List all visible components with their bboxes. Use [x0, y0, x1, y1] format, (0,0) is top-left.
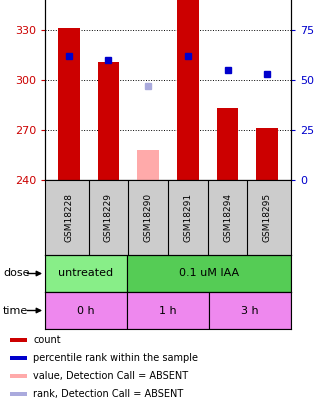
Text: time: time — [3, 305, 29, 315]
Text: GSM18294: GSM18294 — [223, 193, 232, 242]
Bar — [256, 128, 278, 180]
Text: 3 h: 3 h — [241, 305, 259, 315]
Text: GSM18229: GSM18229 — [104, 193, 113, 242]
Text: rank, Detection Call = ABSENT: rank, Detection Call = ABSENT — [33, 389, 183, 399]
Text: GSM18291: GSM18291 — [183, 193, 192, 242]
Text: value, Detection Call = ABSENT: value, Detection Call = ABSENT — [33, 371, 188, 381]
Bar — [127, 255, 291, 292]
Text: untreated: untreated — [58, 269, 114, 279]
Bar — [177, 0, 199, 180]
Text: GSM18295: GSM18295 — [263, 193, 272, 242]
Text: 0.1 uM IAA: 0.1 uM IAA — [179, 269, 239, 279]
Bar — [45, 255, 127, 292]
Bar — [217, 108, 239, 180]
Bar — [209, 292, 291, 329]
Text: GSM18290: GSM18290 — [144, 193, 153, 242]
Bar — [10, 356, 27, 360]
Bar — [10, 374, 27, 378]
Bar — [45, 292, 127, 329]
Text: count: count — [33, 335, 61, 345]
Bar — [137, 150, 159, 180]
Bar — [58, 28, 80, 180]
Bar — [98, 62, 119, 180]
Bar — [127, 292, 209, 329]
Text: dose: dose — [3, 269, 30, 279]
Text: GSM18228: GSM18228 — [64, 193, 73, 242]
Bar — [10, 392, 27, 396]
Bar — [10, 338, 27, 342]
Text: 1 h: 1 h — [159, 305, 177, 315]
Text: 0 h: 0 h — [77, 305, 95, 315]
Text: percentile rank within the sample: percentile rank within the sample — [33, 353, 198, 363]
